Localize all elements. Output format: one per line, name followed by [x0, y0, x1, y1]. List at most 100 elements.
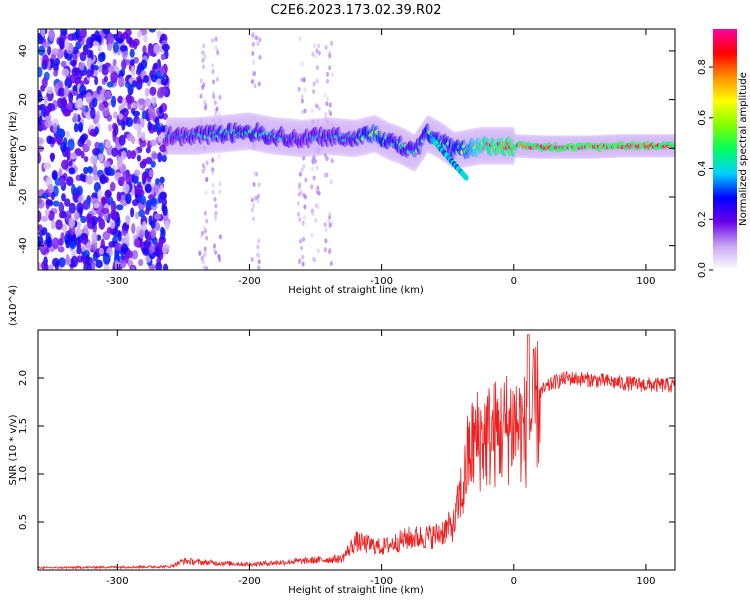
heatmap-streak-cell: [199, 78, 203, 84]
heatmap-streak-cell: [315, 48, 319, 54]
heatmap-noise-cell: [51, 237, 60, 250]
heatmap-noise-cell: [101, 207, 110, 215]
heatmap-noise-cell: [92, 97, 98, 108]
heatmap-noise-cell: [136, 130, 143, 139]
heatmap-streak-cell: [315, 65, 319, 71]
heatmap-noise-cell: [52, 200, 60, 207]
heatmap-noise-cell: [80, 233, 89, 245]
y-tick-label: 0: [18, 145, 29, 151]
heatmap-noise-cell: [47, 183, 54, 194]
heatmap-noise-cell: [158, 105, 163, 115]
heatmap-streak-cell: [299, 245, 303, 251]
heatmap-noise-cell: [40, 29, 46, 38]
heatmap-streak-cell: [301, 254, 305, 260]
heatmap-noise-cell: [70, 255, 79, 268]
heatmap-noise-cell: [119, 45, 128, 52]
heatmap-noise-cell: [58, 211, 65, 219]
heatmap-streak-cell: [205, 218, 209, 224]
heatmap-streak-cell: [212, 243, 216, 249]
heatmap-noise-cell: [107, 168, 115, 176]
heatmap-noise-cell: [54, 57, 60, 67]
heatmap-streak-cell: [258, 37, 262, 43]
heatmap-noise-cell: [85, 37, 94, 49]
heatmap-noise-cell: [38, 136, 43, 145]
heatmap-streak-cell: [300, 77, 304, 83]
heatmap-noise-cell: [38, 210, 42, 223]
heatmap-noise-cell: [99, 217, 104, 227]
spectrogram-ylabel: Frequency (Hz): [8, 111, 19, 187]
heatmap-noise-cell: [102, 230, 111, 241]
heatmap-noise-cell: [119, 259, 127, 269]
heatmap-noise-cell: [127, 95, 135, 105]
heatmap-noise-cell: [150, 220, 156, 229]
heatmap-noise-cell: [47, 45, 52, 56]
heatmap-noise-cell: [82, 201, 89, 210]
heatmap-noise-cell: [80, 215, 87, 224]
heatmap-noise-cell: [112, 111, 118, 119]
heatmap-streak-cell: [315, 165, 319, 171]
heatmap-streak-cell: [297, 86, 301, 92]
heatmap-noise-cell: [98, 64, 103, 73]
heatmap-streak-cell: [255, 171, 259, 177]
heatmap-noise-cell: [83, 262, 88, 270]
heatmap-noise-cell: [95, 259, 103, 269]
heatmap-noise-cell: [148, 29, 156, 33]
heatmap-streak-cell: [203, 251, 207, 257]
colorbar-label: Normalized spectral amplitude: [738, 72, 749, 226]
heatmap-streak-cell: [310, 166, 314, 172]
y-tick-label: -20: [18, 189, 29, 205]
heatmap-noise-cell: [125, 117, 134, 128]
heatmap-streak-cell: [314, 53, 318, 59]
heatmap-streak-cell: [298, 36, 302, 42]
heatmap-noise-cell: [42, 54, 49, 65]
heatmap-noise-cell: [63, 85, 69, 98]
heatmap-noise-cell: [153, 43, 161, 55]
heatmap-streak-cell: [204, 190, 208, 196]
heatmap-streak-cell: [323, 247, 327, 253]
heatmap-streak-cell: [251, 79, 255, 85]
heatmap-noise-cell: [48, 210, 55, 221]
heatmap-streak-cell: [311, 51, 315, 57]
heatmap-noise-cell: [61, 68, 70, 77]
heatmap-streak-cell: [314, 218, 318, 224]
heatmap-noise-cell: [127, 102, 132, 110]
y-tick-label: 0.5: [18, 514, 29, 530]
heatmap-streak-cell: [257, 259, 261, 265]
heatmap-noise-cell: [148, 111, 156, 121]
heatmap-streak-cell: [324, 238, 328, 244]
heatmap-noise-cell: [102, 252, 111, 265]
heatmap-streak-cell: [315, 78, 319, 84]
heatmap-noise-cell: [96, 94, 102, 102]
colorbar-gradient: [713, 29, 737, 270]
heatmap-noise-cell: [77, 97, 84, 109]
y-tick-label: 20: [18, 93, 29, 106]
heatmap-streak-cell: [328, 65, 332, 71]
heatmap-streak-cell: [328, 222, 332, 228]
heatmap-noise-cell: [156, 257, 162, 266]
x-tick-label: -200: [238, 276, 261, 287]
heatmap-noise-cell: [125, 176, 130, 186]
heatmap-noise-cell: [77, 240, 82, 249]
heatmap-streak-cell: [201, 259, 205, 265]
heatmap-noise-cell: [154, 222, 161, 231]
heatmap-streak-cell: [299, 238, 303, 244]
heatmap-noise-cell: [95, 34, 102, 43]
heatmap-streak-cell: [257, 265, 261, 270]
heatmap-noise-cell: [130, 207, 135, 218]
heatmap-streak-cell: [212, 94, 216, 100]
heatmap-streak-cell: [311, 211, 315, 217]
heatmap-streak-cell: [251, 71, 255, 77]
heatmap-noise-cell: [90, 260, 96, 270]
heatmap-streak-cell: [257, 253, 261, 259]
heatmap-noise-cell: [125, 250, 134, 259]
heatmap-noise-cell: [116, 216, 121, 227]
heatmap-streak-cell: [211, 68, 215, 74]
heatmap-noise-cell: [118, 76, 125, 88]
heatmap-streak-cell: [255, 41, 259, 47]
heatmap-noise-cell: [149, 139, 158, 147]
heatmap-noise-cell: [101, 66, 109, 76]
heatmap-noise-cell: [58, 201, 64, 212]
heatmap-streak-cell: [205, 235, 209, 241]
heatmap-streak-cell: [211, 189, 215, 195]
